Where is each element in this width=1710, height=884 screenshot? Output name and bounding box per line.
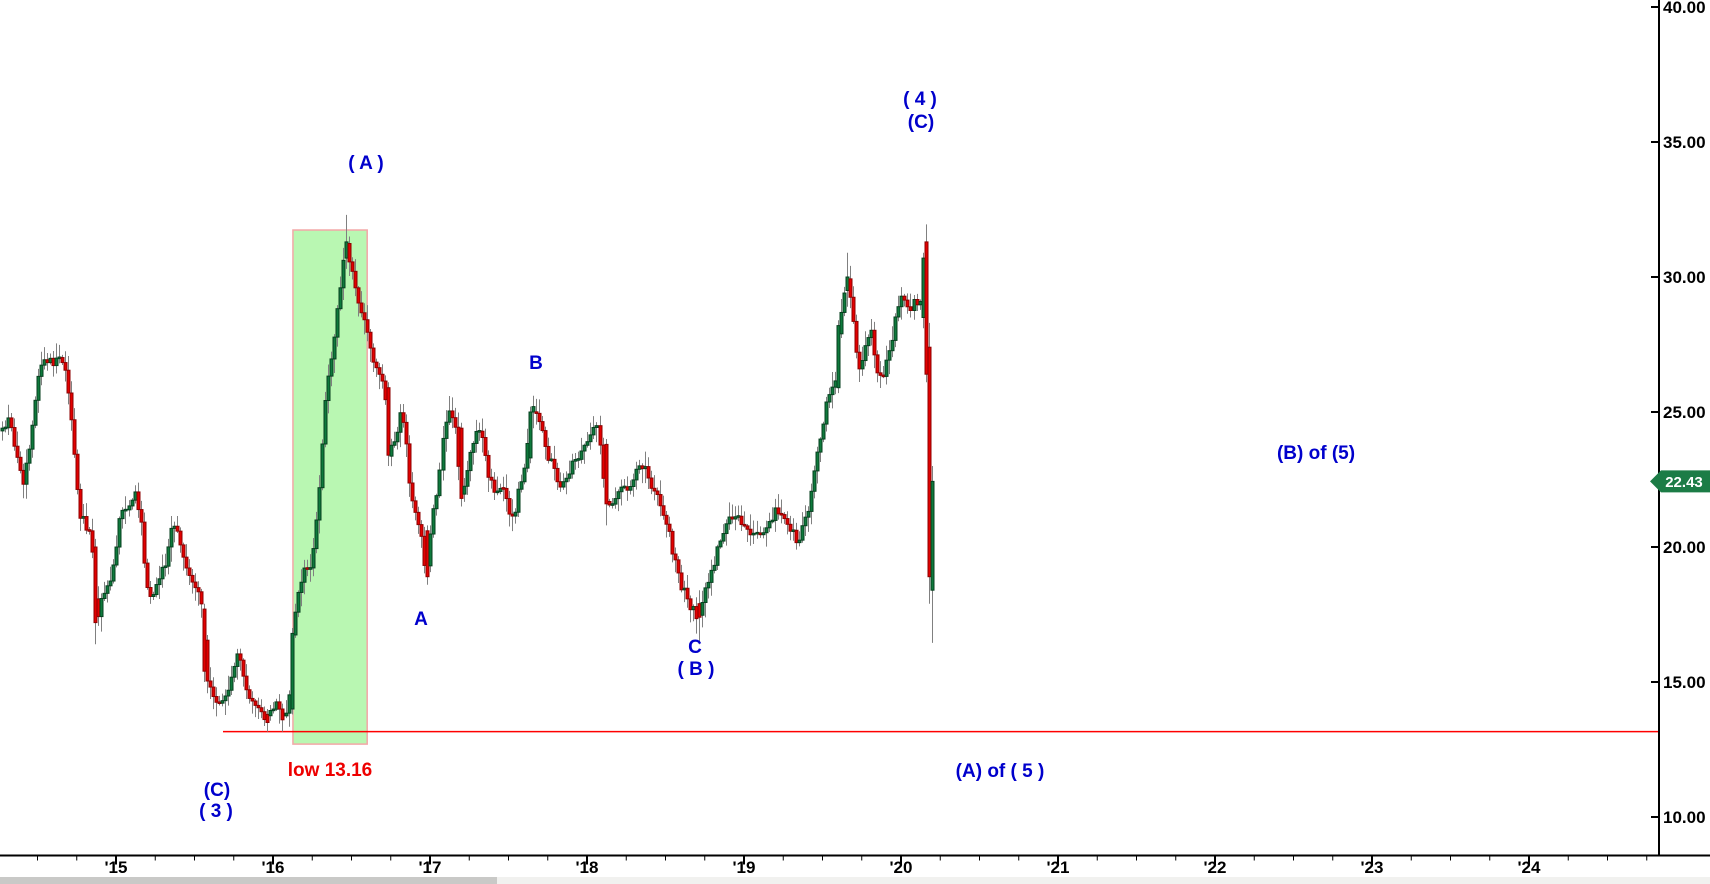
last-price-badge: 22.43: [1650, 470, 1710, 493]
x-axis-label: '16: [262, 858, 285, 877]
x-axis-label: '23: [1361, 858, 1384, 877]
x-axis-label: '15: [105, 858, 128, 877]
y-axis-label: 20.00: [1663, 538, 1706, 557]
highlight-zone: [292, 229, 368, 745]
candlesticks: [0, 214, 935, 732]
x-axis-label: '18: [576, 858, 599, 877]
wave-label-paren-4: ( 4 ): [903, 89, 937, 110]
x-axis-label: '20: [890, 858, 913, 877]
wave-label-paren-B: ( B ): [678, 659, 715, 680]
wave-label-A-of-5: (A) of ( 5 ): [956, 761, 1045, 782]
y-axis-label: 40.00: [1663, 0, 1706, 17]
wave-label-paren-3: ( 3 ): [199, 801, 233, 822]
wave-label-C: C: [688, 637, 702, 658]
wave-label-paren-A: ( A ): [348, 153, 384, 174]
support-line-label: low 13.16: [288, 760, 373, 781]
horizontal-scrollbar[interactable]: [0, 877, 1710, 884]
y-axis-label: 25.00: [1663, 403, 1706, 422]
wave-label-C-lower: (C): [204, 780, 230, 801]
last-price-text: 22.43: [1665, 474, 1703, 491]
y-axis-label: 15.00: [1663, 673, 1706, 692]
x-axis-label: '17: [419, 858, 442, 877]
y-axis[interactable]: 40.00 35.00 30.00 25.00 20.00 15.00 10.00: [1651, 0, 1706, 856]
scrollbar-thumb[interactable]: [0, 877, 497, 884]
y-axis-label: 35.00: [1663, 133, 1706, 152]
y-axis-label: 10.00: [1663, 808, 1706, 827]
x-axis-label: '22: [1204, 858, 1227, 877]
y-axis-label: 30.00: [1663, 268, 1706, 287]
x-axis-label: '21: [1047, 858, 1070, 877]
x-axis-label: '19: [733, 858, 756, 877]
wave-labels: ( A )( 4 )(C)BAC( B )(B) of (5)(A) of ( …: [199, 89, 1355, 822]
wave-label-A: A: [414, 609, 428, 630]
x-axis[interactable]: '15 '16 '17 '18 '19 '20 '21 '22 '23 '24: [0, 854, 1710, 878]
x-axis-label: '24: [1518, 858, 1541, 877]
wave-label-B: B: [529, 353, 543, 374]
wave-label-B-of-5: (B) of (5): [1277, 443, 1355, 464]
wave-label-C-upper: (C): [908, 112, 934, 133]
